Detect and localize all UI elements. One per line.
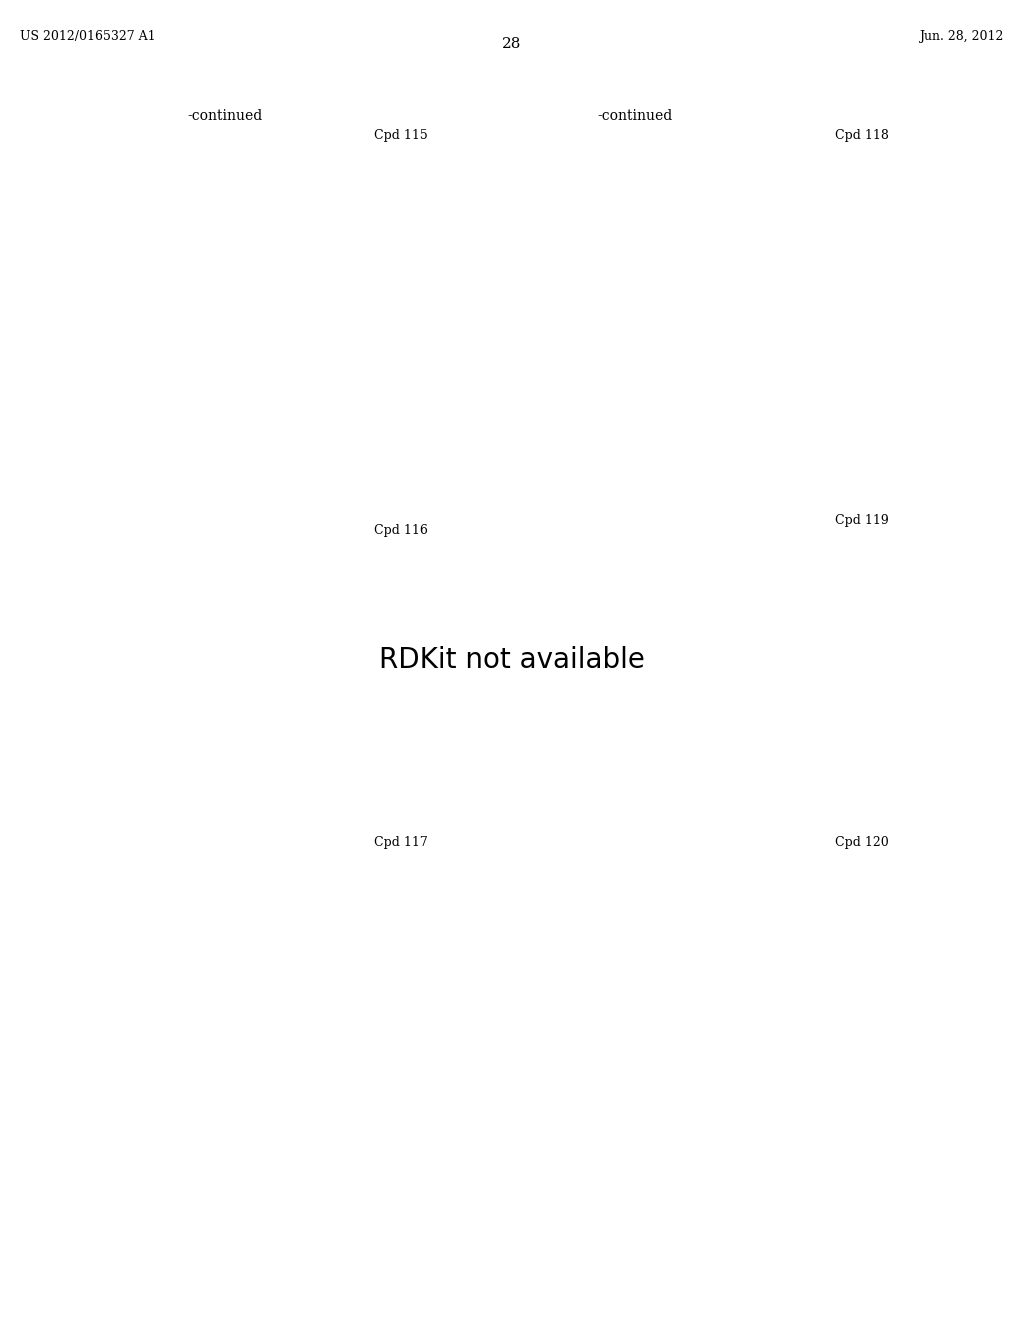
Text: -continued: -continued [187, 110, 263, 123]
Text: Cpd 118: Cpd 118 [835, 129, 889, 143]
Text: Cpd 120: Cpd 120 [835, 836, 888, 849]
Text: Cpd 116: Cpd 116 [374, 524, 428, 537]
Text: RDKit not available: RDKit not available [379, 645, 645, 675]
Text: US 2012/0165327 A1: US 2012/0165327 A1 [20, 30, 156, 44]
Text: Cpd 117: Cpd 117 [374, 836, 427, 849]
Text: -continued: -continued [597, 110, 673, 123]
Text: Jun. 28, 2012: Jun. 28, 2012 [920, 30, 1004, 44]
Text: Cpd 119: Cpd 119 [835, 513, 888, 527]
Text: Cpd 115: Cpd 115 [374, 129, 427, 143]
Text: 28: 28 [503, 37, 521, 50]
